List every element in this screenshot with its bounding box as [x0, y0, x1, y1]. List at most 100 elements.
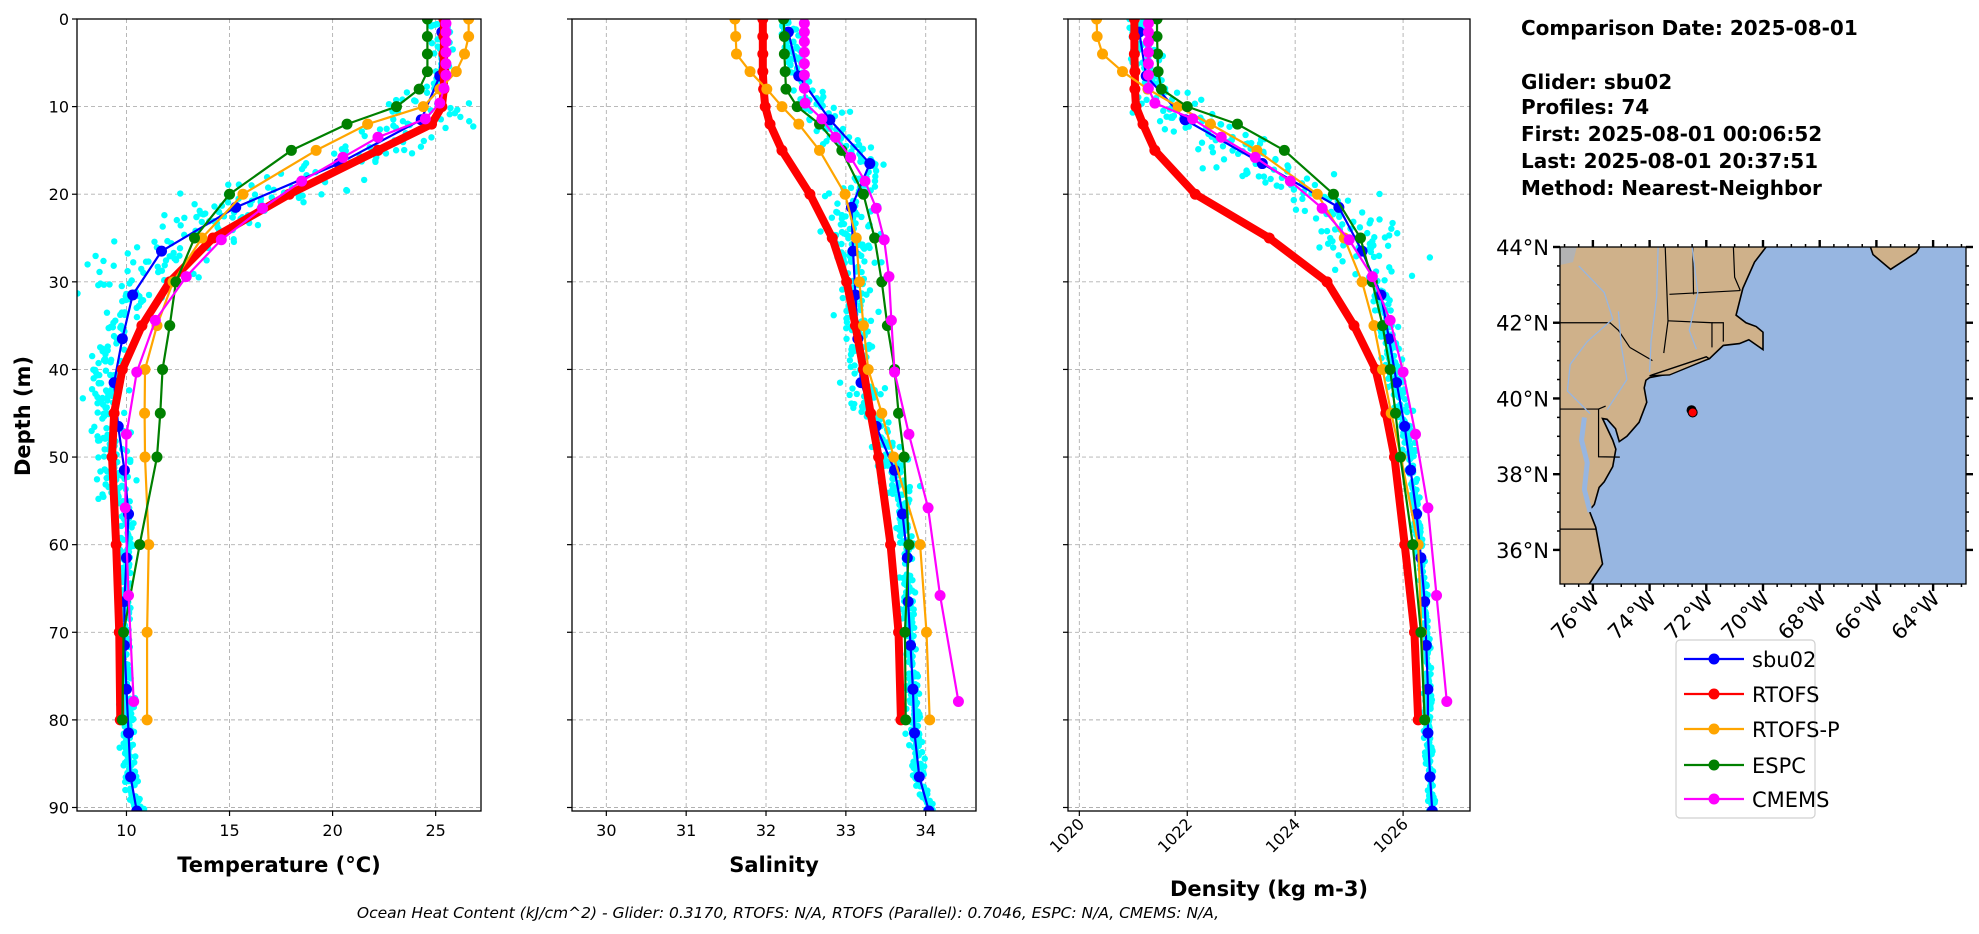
- data-point-cmems: [934, 589, 946, 601]
- data-point-espc: [154, 407, 166, 419]
- glider-scatter-point: [896, 532, 904, 540]
- glider-scatter-point: [103, 309, 111, 316]
- data-point-cmems: [799, 97, 811, 109]
- legend-label: sbu02: [1752, 648, 1816, 672]
- data-point-rtofs: [1321, 276, 1333, 288]
- data-point-sbu02: [909, 727, 921, 739]
- data-point-espc: [903, 539, 915, 551]
- data-point-rtofs: [1129, 83, 1141, 95]
- glider-scatter-point: [403, 89, 411, 96]
- x-tick-label: 10: [116, 821, 136, 840]
- glider-scatter-point: [1303, 175, 1311, 182]
- data-point-rtofs-p: [362, 118, 374, 130]
- data-point-rtofs: [1189, 188, 1201, 200]
- glider-scatter-point: [1195, 146, 1202, 153]
- data-point-rtofs: [1263, 232, 1275, 244]
- data-point-cmems: [798, 69, 810, 81]
- glider-scatter-point: [871, 183, 879, 190]
- legend-item-rtofs: RTOFS: [1684, 683, 1819, 707]
- glider-scatter-point: [849, 385, 856, 392]
- glider-scatter-point: [898, 462, 905, 469]
- glider-scatter-point: [1413, 475, 1421, 483]
- data-point-rtofs-p: [143, 539, 155, 551]
- glider-scatter-point: [127, 707, 134, 714]
- data-point-espc: [1151, 31, 1163, 43]
- data-point-espc: [778, 19, 790, 25]
- data-point-rtofs-p: [139, 451, 151, 463]
- glider-scatter-point: [124, 250, 131, 257]
- glider-scatter-point: [264, 184, 272, 191]
- glider-scatter-point: [110, 332, 118, 340]
- y-tick-label: 50: [49, 448, 69, 467]
- glider-scatter-point: [1339, 258, 1346, 265]
- data-point-espc: [780, 83, 792, 95]
- glider-scatter-point: [1428, 696, 1436, 704]
- legend-box: [1675, 639, 1816, 819]
- glider-scatter-point: [838, 211, 846, 219]
- glider-scatter-point: [871, 177, 879, 185]
- glider-scatter-point: [102, 367, 110, 374]
- glider-scatter-point: [793, 43, 800, 51]
- data-point-rtofs-p: [141, 626, 153, 638]
- glider-scatter-point: [1234, 150, 1242, 158]
- glider-scatter-point: [1161, 126, 1169, 133]
- method: Method: Nearest-Neighbor: [1521, 176, 1822, 200]
- glider-scatter-point: [383, 125, 390, 133]
- data-point-rtofs-p: [729, 19, 741, 25]
- glider-scatter-point: [828, 214, 836, 221]
- data-point-cmems: [798, 46, 810, 58]
- data-point-sbu02: [118, 464, 130, 476]
- glider-scatter-point: [1399, 446, 1406, 453]
- glider-scatter-point: [1173, 89, 1181, 96]
- first-time: First: 2025-08-01 00:06:52: [1521, 122, 1822, 146]
- glider-scatter-point: [1156, 118, 1164, 125]
- data-point-espc: [899, 626, 911, 638]
- glider-scatter-point: [193, 213, 200, 221]
- axes-frame: [76, 18, 482, 812]
- data-point-cmems: [1397, 366, 1409, 378]
- glider-scatter-point: [138, 265, 145, 273]
- salinity-panel: 30 31 32 33 34 Salinity: [567, 18, 977, 877]
- data-point-rtofs: [764, 118, 776, 130]
- data-point-cmems: [829, 131, 841, 143]
- glider-scatter-point: [1213, 164, 1220, 171]
- data-point-cmems: [440, 58, 452, 70]
- glider-scatter-point: [392, 147, 400, 154]
- glider-scatter-point: [423, 83, 431, 90]
- data-point-rtofs-p: [1204, 118, 1216, 130]
- data-point-cmems: [885, 314, 897, 326]
- glider-scatter-point: [401, 146, 408, 154]
- glider-scatter-point: [880, 161, 887, 168]
- glider-scatter-point: [154, 268, 162, 276]
- glider-scatter-point: [106, 281, 113, 288]
- glider-scatter-point: [1376, 190, 1383, 198]
- glider-scatter-point: [390, 116, 397, 123]
- x-axis-label: Salinity: [729, 853, 819, 877]
- glider-scatter-point: [1220, 156, 1228, 163]
- glider-scatter-point: [176, 252, 183, 259]
- glider-scatter-point: [846, 108, 854, 115]
- glider-scatter-point: [861, 258, 868, 265]
- glider-scatter-point: [118, 309, 126, 316]
- data-point-sbu02: [1419, 596, 1431, 608]
- glider-scatter-point: [833, 208, 840, 216]
- glider-scatter-point: [127, 543, 134, 551]
- glider-scatter-point: [872, 173, 879, 180]
- x-tick-label: 34: [916, 821, 936, 840]
- data-point-sbu02: [1415, 552, 1427, 564]
- axes-frame: [1067, 18, 1471, 812]
- glider-scatter-point: [851, 400, 858, 408]
- data-point-espc: [188, 232, 200, 244]
- data-point-rtofs-p: [853, 276, 865, 288]
- data-point-sbu02: [824, 114, 836, 126]
- glider-scatter-point: [805, 78, 813, 85]
- data-point-rtofs-p: [744, 66, 756, 78]
- glider-scatter-point: [1344, 197, 1352, 204]
- lon-tick-label: 74°W: [1603, 586, 1661, 644]
- glider-scatter-point: [110, 319, 117, 327]
- glider-scatter-point: [100, 281, 108, 288]
- glider-scatter-point: [101, 355, 109, 363]
- glider-scatter-point: [843, 324, 850, 332]
- glider-scatter-point: [1290, 196, 1297, 204]
- glider-scatter-point: [211, 203, 218, 210]
